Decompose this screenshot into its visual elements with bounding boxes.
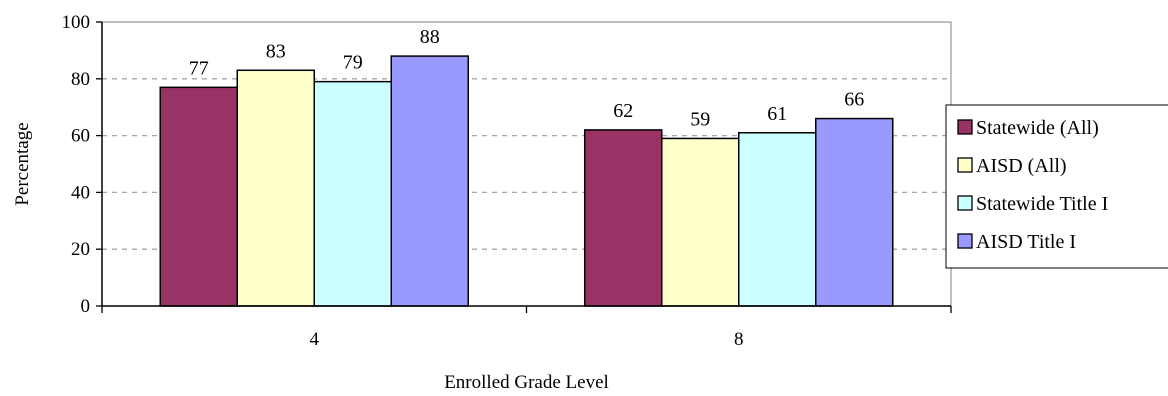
legend: Statewide (All) AISD (All) Statewide Title…: [945, 104, 1168, 269]
bar: [584, 129, 663, 307]
bar: [661, 137, 740, 307]
legend-label: AISD Title I: [976, 231, 1076, 253]
data-label: 79: [343, 52, 363, 74]
y-tick-label: 60: [71, 126, 90, 147]
legend-swatch: [957, 157, 973, 173]
legend-label: Statewide Title I: [976, 193, 1108, 215]
y-tick-label: 20: [71, 239, 90, 260]
legend-label: Statewide (All): [976, 117, 1099, 139]
legend-swatch: [957, 119, 973, 135]
data-label: 77: [189, 57, 209, 79]
legend-swatch: [957, 195, 973, 211]
bar: [390, 55, 469, 307]
data-label: 59: [690, 108, 710, 130]
bars: [159, 55, 894, 307]
data-label: 61: [767, 103, 787, 125]
data-label: 66: [844, 89, 864, 111]
y-tick-label: 100: [62, 12, 91, 33]
x-tick-label: 8: [734, 329, 744, 350]
legend-swatch: [957, 233, 973, 249]
x-axis-title: Enrolled Grade Level: [444, 372, 609, 393]
bar: [738, 132, 817, 307]
data-labels: 77 83 79 88 62 59 61 66: [189, 26, 865, 130]
bar: [159, 86, 238, 307]
axes: 0 20 40 60 80 100 4 8: [62, 12, 952, 350]
data-label: 83: [266, 40, 286, 62]
y-axis-title: Percentage: [12, 122, 33, 205]
data-label: 88: [420, 26, 440, 48]
bar: [236, 69, 315, 307]
data-label: 62: [613, 100, 633, 122]
y-tick-label: 40: [71, 182, 90, 203]
legend-box: [945, 104, 1168, 269]
bar: [815, 117, 894, 307]
y-tick-label: 80: [71, 69, 90, 90]
x-tick-label: 4: [310, 329, 320, 350]
y-tick-label: 0: [81, 296, 91, 317]
bar: [313, 80, 392, 307]
legend-label: AISD (All): [976, 155, 1067, 177]
